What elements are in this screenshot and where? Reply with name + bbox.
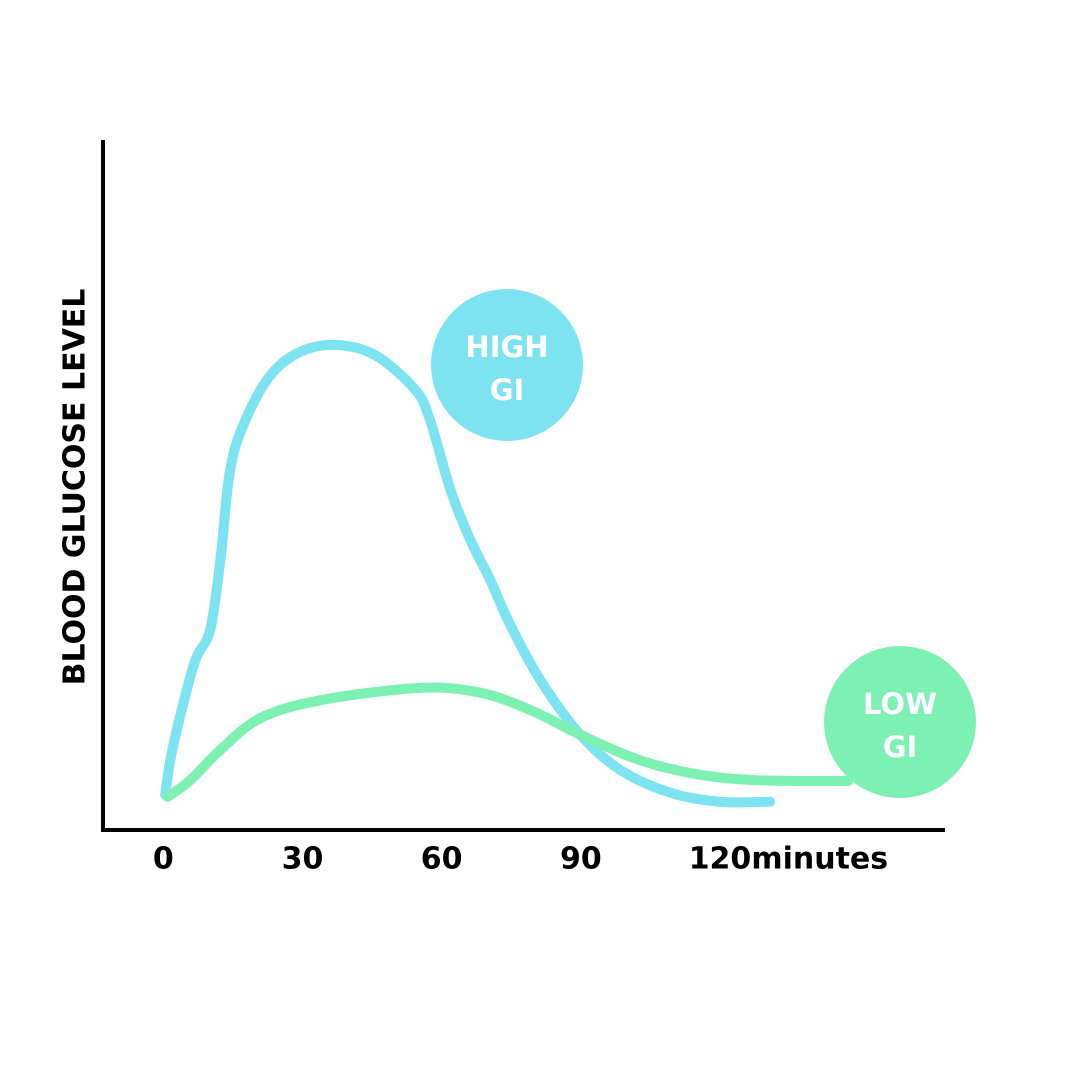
x-tick-label: 0 — [153, 842, 174, 877]
x-tick-label: 60 — [421, 842, 463, 877]
series-label: HIGH — [465, 330, 548, 364]
x-tick-label: 90 — [560, 842, 602, 877]
line — [162, 682, 854, 802]
series-badge — [824, 646, 976, 798]
series-label: LOW — [863, 687, 937, 721]
x-tick-label: 30 — [282, 842, 324, 877]
series-label: GI — [490, 373, 525, 407]
x-tick-label: 120 — [689, 842, 752, 877]
series-badge — [431, 289, 583, 441]
y-axis-label: BLOOD GLUCOSE LEVEL — [58, 289, 93, 686]
x-axis-label: minutes — [751, 842, 888, 877]
series-label: GI — [883, 730, 918, 764]
